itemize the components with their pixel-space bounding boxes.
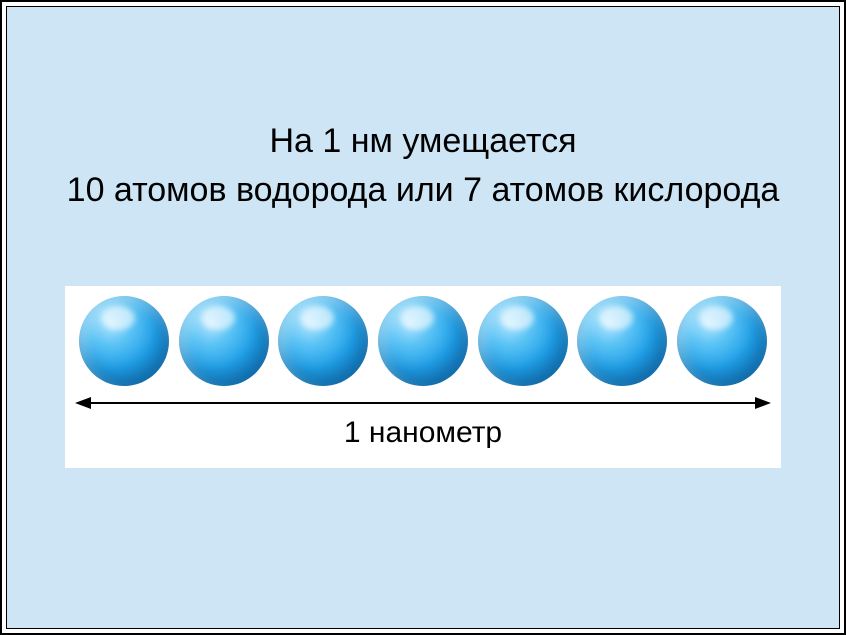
dimension-label: 1 нанометр xyxy=(65,416,781,450)
slide-background: На 1 нм умещается 10 атомов водорода или… xyxy=(6,6,840,629)
atom-sphere xyxy=(179,296,269,386)
atom-sphere xyxy=(378,296,468,386)
headline-text: На 1 нм умещается 10 атомов водорода или… xyxy=(67,117,780,216)
headline-line-1: На 1 нм умещается xyxy=(67,117,780,166)
atom-sphere xyxy=(677,296,767,386)
atoms-row xyxy=(79,296,767,386)
dimension-arrow xyxy=(75,393,771,413)
nanometer-diagram: 1 нанометр xyxy=(65,286,781,468)
headline-line-2: 10 атомов водорода или 7 атомов кислород… xyxy=(67,166,780,215)
atom-sphere xyxy=(478,296,568,386)
atom-sphere xyxy=(577,296,667,386)
atom-sphere xyxy=(79,296,169,386)
atom-sphere xyxy=(278,296,368,386)
